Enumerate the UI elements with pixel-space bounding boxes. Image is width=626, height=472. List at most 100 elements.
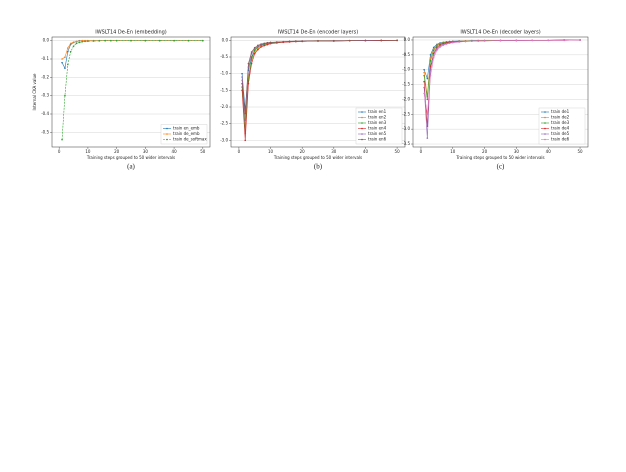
data-point: [423, 68, 425, 71]
x-tick-label: 30: [331, 149, 337, 154]
chart-title: IWSLT14 De-En (decoder layers): [460, 30, 540, 36]
data-point: [423, 71, 425, 74]
x-tick-label: 10: [85, 149, 91, 154]
y-tick-label: -0.3: [41, 93, 49, 98]
data-point: [396, 39, 398, 42]
data-point: [429, 54, 432, 56]
data-point: [445, 43, 448, 45]
legend-marker: [166, 133, 168, 135]
data-point: [432, 48, 435, 50]
y-tick-label: -2.0: [402, 96, 410, 101]
data-point: [442, 44, 445, 47]
data-point: [483, 40, 486, 42]
data-point: [87, 40, 89, 43]
legend-marker: [166, 127, 168, 130]
data-point: [67, 63, 69, 66]
data-point: [75, 42, 78, 45]
series-line: [241, 40, 398, 114]
data-point: [499, 39, 502, 42]
data-point: [257, 48, 259, 51]
legend-marker: [361, 127, 363, 130]
legend-marker: [361, 111, 363, 113]
legend-marker: [544, 127, 546, 130]
x-tick-label: 50: [577, 149, 583, 154]
y-tick-label: -2.5: [402, 111, 410, 116]
legend-label: train de6: [551, 137, 570, 142]
y-tick-label: -2.0: [220, 104, 228, 109]
data-point: [260, 46, 262, 48]
data-point: [429, 57, 432, 59]
data-point: [426, 137, 429, 139]
data-point: [253, 46, 256, 49]
data-point: [247, 82, 250, 85]
data-point: [64, 67, 66, 69]
data-point: [64, 94, 66, 97]
data-point: [448, 42, 451, 45]
legend-label: train de_softmax: [173, 137, 207, 142]
y-tick-label: -0.2: [41, 74, 49, 79]
data-point: [380, 39, 383, 42]
legend-box: [538, 107, 586, 145]
data-point: [429, 68, 432, 71]
y-tick-label: -1.5: [402, 82, 410, 87]
data-point: [515, 39, 518, 42]
x-axis-label: Training steps grouped to 50 wider inter…: [273, 155, 362, 160]
data-point: [547, 39, 550, 42]
chart-panel: IWSLT14 De-En (embedding) 0.0 -0.1 -0.2 -0.3…: [32, 30, 211, 171]
legend-label: train en5: [368, 131, 387, 136]
x-axis-label: Training steps grouped to 50 wider inter…: [86, 155, 175, 160]
data-point: [72, 41, 75, 43]
data-point: [464, 40, 467, 43]
data-point: [104, 39, 106, 42]
legend-box: [355, 107, 403, 145]
legend-label: train de5: [551, 131, 570, 136]
data-point: [477, 40, 480, 42]
data-point: [288, 40, 291, 43]
x-tick-label: 40: [172, 149, 178, 154]
y-tick-label: -0.1: [41, 56, 49, 61]
series-line: [61, 40, 203, 70]
x-axis-label: Training steps grouped to 50 wider inter…: [455, 155, 544, 160]
data-point: [439, 46, 441, 48]
data-point: [61, 61, 63, 64]
data-point: [64, 56, 66, 58]
panel-caption: (c): [497, 163, 505, 171]
x-tick-label: 40: [363, 149, 369, 154]
x-tick-label: 40: [546, 149, 552, 154]
data-point: [429, 59, 432, 62]
x-tick-label: 0: [238, 149, 241, 154]
data-point: [423, 80, 425, 83]
legend-marker: [544, 111, 546, 113]
x-tick-label: 10: [450, 149, 456, 154]
x-tick-label: 20: [482, 149, 488, 154]
data-point: [458, 41, 460, 43]
x-tick-label: 10: [268, 149, 274, 154]
plot-frame: [412, 36, 589, 148]
data-point: [436, 49, 438, 52]
legend-marker: [544, 133, 546, 135]
legend-label: train en1: [368, 109, 387, 114]
data-point: [266, 43, 269, 46]
data-point: [115, 39, 118, 42]
data-point: [471, 40, 473, 42]
data-point: [295, 40, 297, 42]
legend-marker: [544, 138, 546, 141]
y-tick-label: -1.0: [402, 67, 410, 72]
y-tick-label: -0.4: [41, 111, 49, 116]
data-point: [364, 39, 367, 42]
data-point: [187, 39, 190, 42]
data-point: [429, 74, 432, 77]
legend-marker: [361, 116, 363, 119]
legend-marker: [166, 138, 168, 141]
y-tick-label: -2.5: [220, 121, 228, 126]
data-point: [250, 62, 253, 65]
data-point: [61, 58, 63, 60]
data-point: [266, 41, 269, 44]
legend-label: train en3: [368, 120, 387, 125]
data-point: [531, 39, 534, 42]
chart-panel: IWSLT14 De-En (decoder layers) 0.0 -0.5 -1.…: [402, 30, 589, 171]
data-point: [72, 45, 75, 47]
data-point: [423, 92, 425, 95]
data-point: [432, 57, 435, 59]
